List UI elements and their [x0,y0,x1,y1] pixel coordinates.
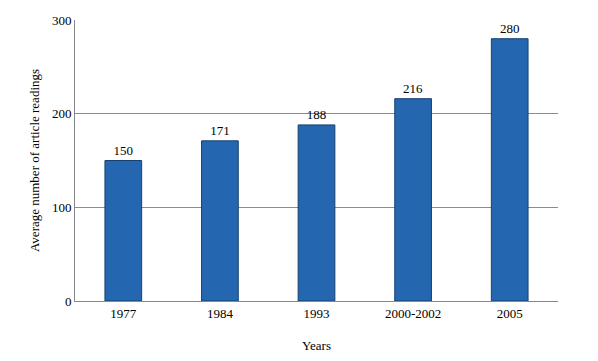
svg-text:1977: 1977 [110,306,137,321]
svg-text:300: 300 [52,13,72,28]
svg-text:2000-2002: 2000-2002 [385,306,441,321]
svg-text:Years: Years [302,338,331,353]
svg-text:200: 200 [52,106,72,121]
svg-text:100: 100 [52,200,72,215]
svg-text:1993: 1993 [304,306,330,321]
svg-text:Average number of article read: Average number of article readings [27,69,42,252]
svg-text:150: 150 [114,143,134,158]
svg-text:171: 171 [210,123,230,138]
svg-text:2005: 2005 [497,306,523,321]
svg-text:1984: 1984 [207,306,234,321]
svg-text:216: 216 [403,81,423,96]
svg-text:188: 188 [307,107,327,122]
svg-text:280: 280 [500,21,520,36]
svg-text:0: 0 [65,294,72,309]
